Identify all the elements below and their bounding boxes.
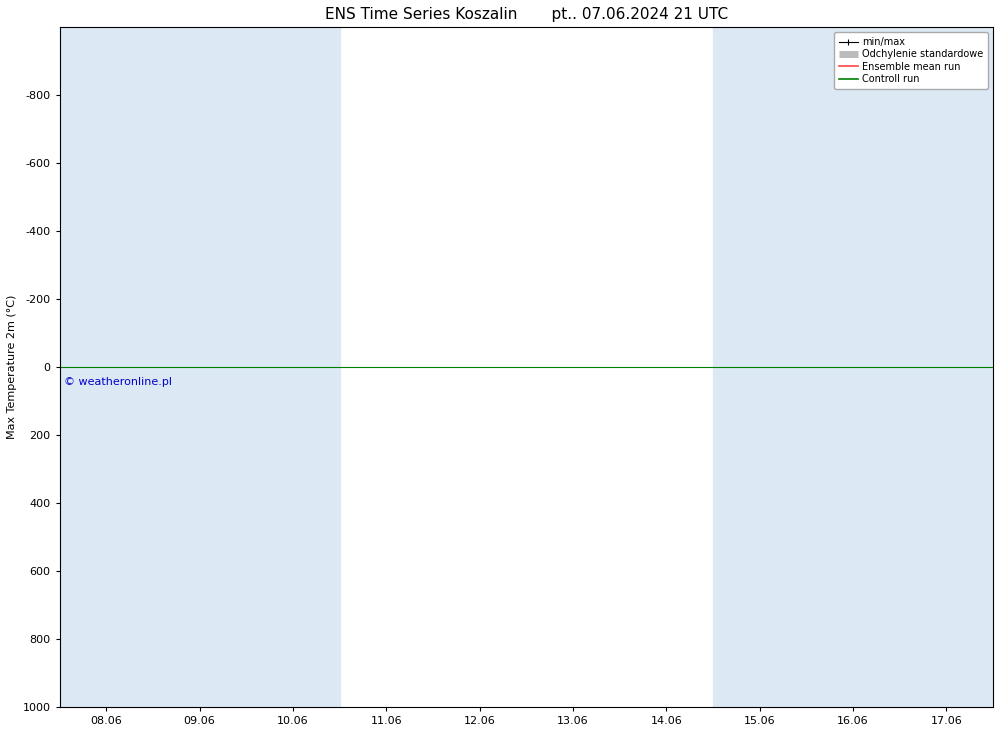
Text: © weatheronline.pl: © weatheronline.pl: [64, 377, 172, 387]
Bar: [60, 27, 153, 707]
Y-axis label: Max Temperature 2m (°C): Max Temperature 2m (°C): [7, 295, 17, 439]
Bar: [153, 27, 246, 707]
Bar: [806, 27, 900, 707]
Bar: [246, 27, 340, 707]
Legend: min/max, Odchylenie standardowe, Ensemble mean run, Controll run: min/max, Odchylenie standardowe, Ensembl…: [834, 32, 988, 89]
Bar: [900, 27, 993, 707]
Bar: [713, 27, 806, 707]
Title: ENS Time Series Koszalin       pt.. 07.06.2024 21 UTC: ENS Time Series Koszalin pt.. 07.06.2024…: [325, 7, 728, 22]
